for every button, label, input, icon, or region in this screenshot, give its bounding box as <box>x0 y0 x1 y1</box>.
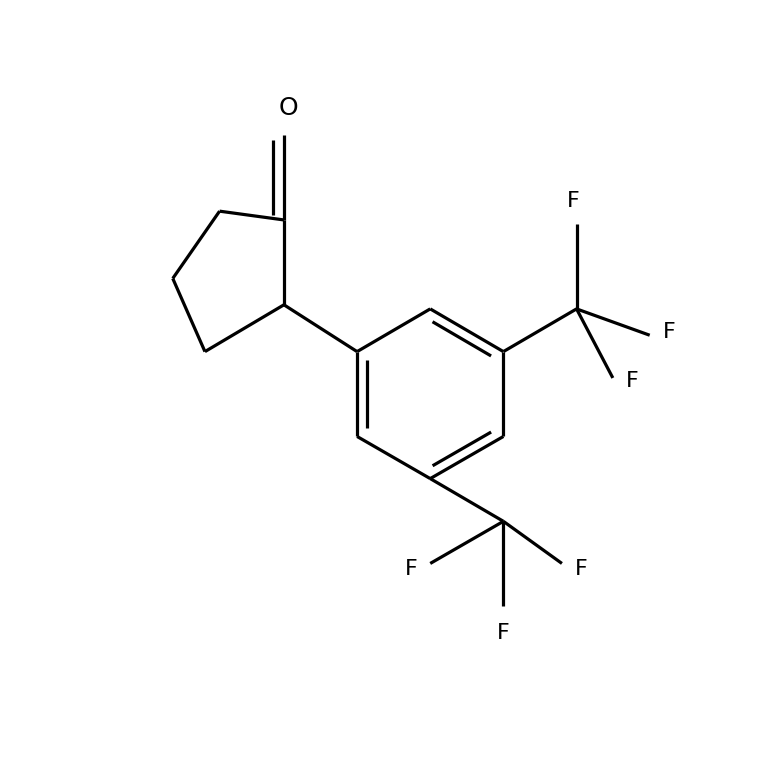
Text: F: F <box>575 559 588 579</box>
Text: F: F <box>567 192 580 211</box>
Text: F: F <box>662 322 675 342</box>
Text: F: F <box>497 622 510 642</box>
Text: F: F <box>626 371 638 391</box>
Text: F: F <box>405 559 417 579</box>
Text: O: O <box>279 97 298 121</box>
